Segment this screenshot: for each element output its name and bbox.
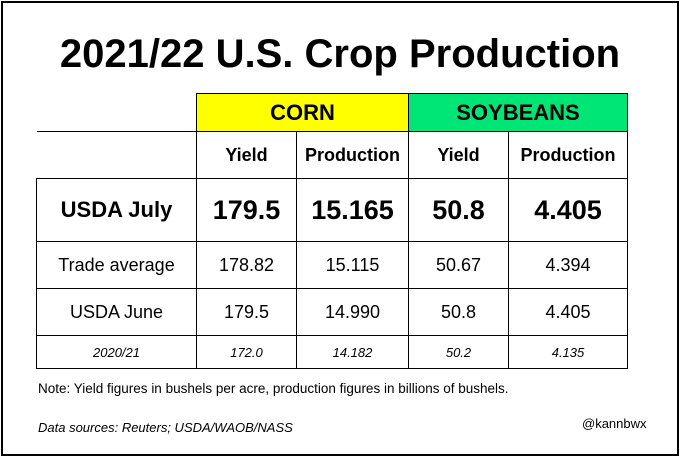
corn-production-value: 15.115	[296, 241, 409, 289]
row-label: 2020/21	[36, 335, 197, 369]
soy-production-value: 4.135	[508, 335, 628, 369]
footnote: Note: Yield figures in bushels per acre,…	[38, 381, 509, 396]
soy-yield-header: Yield	[408, 131, 509, 179]
row-label: Trade average	[36, 241, 197, 289]
corn-production-value: 15.165	[296, 178, 409, 242]
soy-yield-value: 50.8	[408, 178, 509, 242]
corn-yield-value: 179.5	[196, 178, 297, 242]
table-row: 2020/21 172.0 14.182 50.2 4.135	[36, 335, 628, 369]
subheader-row: Yield Production Yield Production	[36, 131, 628, 179]
corn-yield-value: 172.0	[196, 335, 297, 369]
corner-cell	[36, 93, 197, 132]
soybeans-header: SOYBEANS	[408, 93, 628, 132]
corn-production-value: 14.182	[296, 335, 409, 369]
corn-production-value: 14.990	[296, 288, 409, 336]
row-label: USDA June	[36, 288, 197, 336]
corn-yield-header: Yield	[196, 131, 297, 179]
table-row: Trade average 178.82 15.115 50.67 4.394	[36, 241, 628, 289]
corner-cell-2	[36, 131, 197, 179]
soy-production-header: Production	[508, 131, 628, 179]
corn-yield-value: 179.5	[196, 288, 297, 336]
author-handle: @kannbwx	[582, 416, 647, 431]
table-row: USDA July 179.5 15.165 50.8 4.405	[36, 178, 628, 242]
data-source: Data sources: Reuters; USDA/WAOB/NASS	[38, 420, 293, 435]
soy-production-value: 4.405	[508, 288, 628, 336]
corn-production-header: Production	[296, 131, 409, 179]
crop-production-table: CORN SOYBEANS Yield Production Yield Pro…	[36, 93, 628, 369]
group-header-row: CORN SOYBEANS	[36, 93, 628, 132]
page-title: 2021/22 U.S. Crop Production	[59, 32, 621, 76]
soy-production-value: 4.394	[508, 241, 628, 289]
soy-yield-value: 50.2	[408, 335, 509, 369]
soy-yield-value: 50.8	[408, 288, 509, 336]
row-label: USDA July	[36, 178, 197, 242]
table-row: USDA June 179.5 14.990 50.8 4.405	[36, 288, 628, 336]
corn-header: CORN	[196, 93, 409, 132]
corn-yield-value: 178.82	[196, 241, 297, 289]
soy-production-value: 4.405	[508, 178, 628, 242]
soy-yield-value: 50.67	[408, 241, 509, 289]
